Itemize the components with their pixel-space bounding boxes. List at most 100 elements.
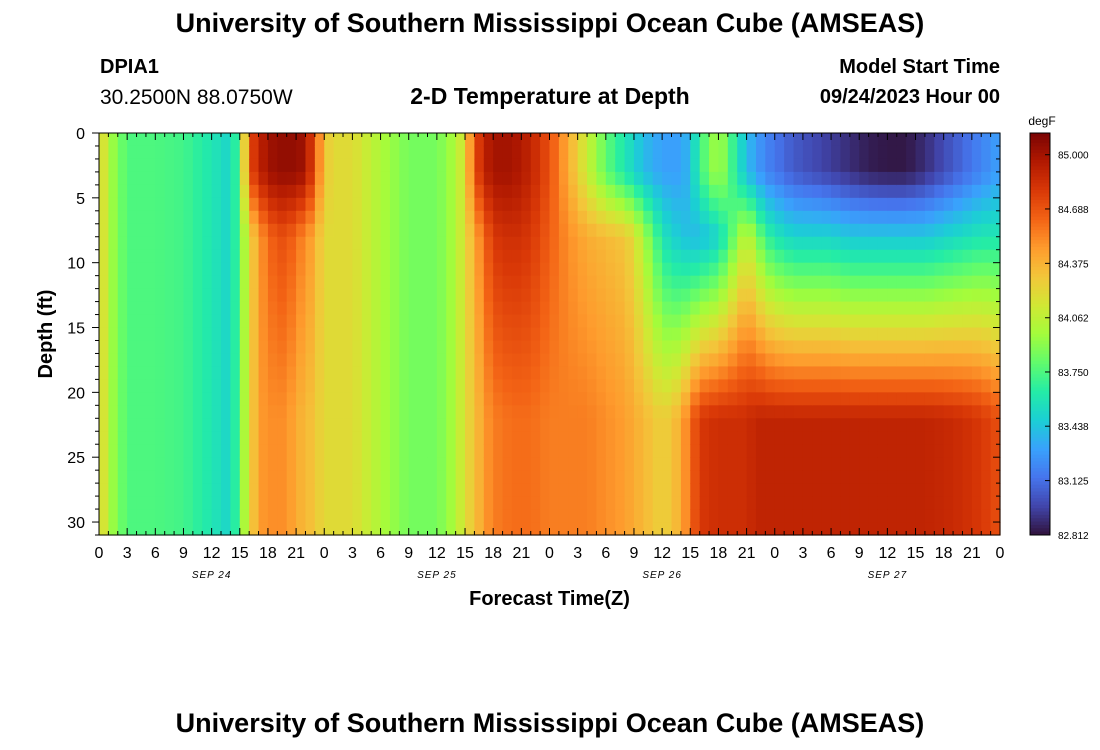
heatmap-cell [568,210,579,225]
heatmap-cell [483,158,494,173]
heatmap-cell [934,509,945,523]
heatmap-cell [108,392,119,406]
heatmap-cell [324,379,335,393]
heatmap-cell [483,340,494,355]
heatmap-cell [699,301,710,316]
heatmap-cell [943,483,954,497]
heatmap-cell [427,483,438,497]
heatmap-cell [305,353,316,368]
colorbar-swatch [1030,210,1050,214]
heatmap-cell [314,171,325,186]
heatmap-cell [662,184,673,199]
heatmap-cell [277,158,288,173]
heatmap-cell [446,457,457,471]
heatmap-cell [286,366,297,380]
heatmap-cell [877,340,888,355]
heatmap-cell [971,366,982,380]
heatmap-cell [258,366,269,380]
colorbar-swatch [1030,491,1050,496]
heatmap-cell [605,327,616,342]
heatmap-cell [793,509,804,523]
heatmap-cell [436,262,447,277]
heatmap-cell [249,223,260,238]
heatmap-cell [277,236,288,251]
heatmap-cell [699,392,710,406]
heatmap-cell [765,158,776,173]
heatmap-cell [727,262,738,277]
heatmap-cell [408,431,419,445]
heatmap-cell [718,431,729,445]
heatmap-cell [465,379,476,393]
heatmap-cell [615,158,626,173]
colorbar-swatch [1030,206,1050,211]
heatmap-cell [277,431,288,445]
heatmap-cell [877,366,888,380]
colorbar-swatch [1030,186,1050,191]
heatmap-cell [540,327,551,342]
heatmap-cell [239,522,250,536]
heatmap-cell [408,496,419,510]
heatmap-cell [202,418,213,432]
heatmap-cell [727,236,738,251]
heatmap-cell [258,392,269,406]
heatmap-cell [333,522,344,536]
heatmap-cell [361,301,372,316]
heatmap-cell [755,314,766,329]
heatmap-cell [868,288,879,303]
colorbar-swatch [1030,320,1050,325]
heatmap-cell [765,210,776,225]
heatmap-cell [446,522,457,536]
heatmap-cell [389,301,400,316]
heatmap-cell [962,340,973,355]
heatmap-cell [521,223,532,238]
heatmap-cell [493,197,504,212]
heatmap-cell [117,470,128,484]
heatmap-cell [305,288,316,303]
heatmap-cell [183,236,194,251]
heatmap-cell [558,457,569,471]
heatmap-cell [680,444,691,458]
heatmap-cell [267,379,278,393]
heatmap-cell [305,223,316,238]
heatmap-cell [361,249,372,264]
heatmap-cell [887,210,898,225]
heatmap-cell [286,288,297,303]
heatmap-cell [389,340,400,355]
heatmap-cell [812,353,823,368]
heatmap-cell [690,483,701,497]
heatmap-cell [324,249,335,264]
heatmap-cell [887,392,898,406]
heatmap-cell [953,184,964,199]
heatmap-cell [718,197,729,212]
heatmap-cell [671,522,682,536]
heatmap-cell [249,184,260,199]
heatmap-cell [915,133,926,147]
heatmap-cell [493,262,504,277]
heatmap-cell [709,392,720,406]
heatmap-cell [483,457,494,471]
heatmap-cell [239,158,250,173]
heatmap-cell [568,262,579,277]
heatmap-cell [221,470,231,484]
heatmap-cell [690,171,701,186]
heatmap-cell [849,340,860,355]
heatmap-cell [568,470,579,484]
heatmap-cell [418,483,429,497]
heatmap-cell [239,249,250,264]
heatmap-cell [540,418,551,432]
heatmap-cell [821,483,832,497]
heatmap-cell [155,379,166,393]
heatmap-cell [455,171,466,186]
heatmap-cell [230,366,241,380]
colorbar-swatch [1030,327,1050,332]
heatmap-cell [521,288,532,303]
heatmap-cell [436,470,447,484]
colorbar-swatch [1030,531,1050,536]
heatmap-cell [389,392,400,406]
heatmap-cell [643,353,654,368]
heatmap-cell [615,262,626,277]
heatmap-cell [483,262,494,277]
heatmap-cell [361,314,372,329]
heatmap-cell [371,249,382,264]
heatmap-cell [145,275,156,290]
